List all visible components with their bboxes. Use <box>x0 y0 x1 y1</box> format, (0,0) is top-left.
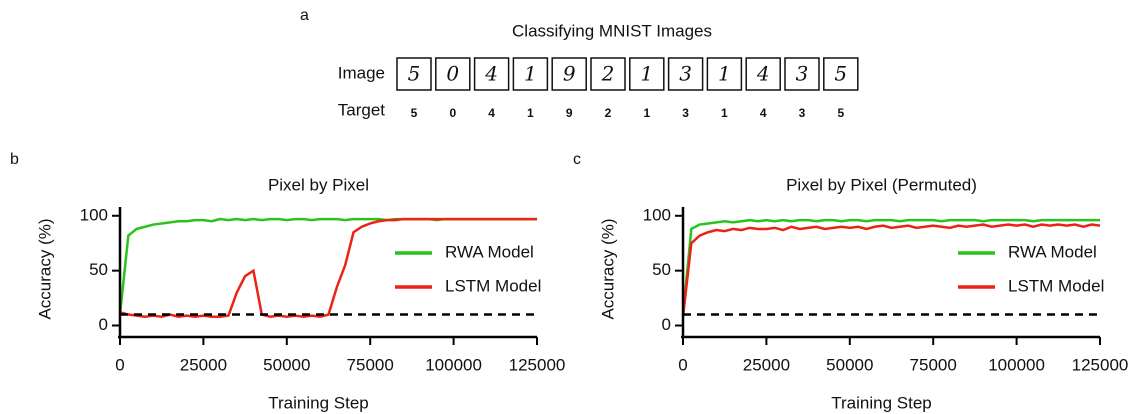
image-box <box>435 57 471 91</box>
legend-label: LSTM Model <box>1008 276 1104 295</box>
series-line <box>119 217 537 319</box>
legend-label: RWA Model <box>1008 242 1097 261</box>
image-box <box>396 57 432 91</box>
target-label: 1 <box>643 106 650 120</box>
y-axis-label: Accuracy (%) <box>598 218 617 319</box>
target-label: 0 <box>449 106 456 120</box>
x-tick-label: 125000 <box>1072 355 1129 374</box>
image-box <box>551 57 587 91</box>
digit-image: 3 <box>796 62 809 86</box>
x-tick-label: 25000 <box>743 355 790 374</box>
image-box <box>823 57 859 91</box>
row-label: Image <box>338 63 385 82</box>
y-axis-label: Accuracy (%) <box>35 218 54 319</box>
digit-image: 5 <box>408 62 421 86</box>
image-box <box>667 57 704 91</box>
x-tick-label: 0 <box>115 355 124 374</box>
digit-image: 1 <box>640 62 653 86</box>
panel-label: a <box>300 7 309 24</box>
target-label: 5 <box>837 106 844 120</box>
target-label: 9 <box>566 106 573 120</box>
digit-image: 2 <box>601 62 615 86</box>
target-label: 1 <box>721 106 728 120</box>
target-label: 2 <box>605 106 612 120</box>
y-tick-label: 0 <box>662 315 671 334</box>
target-label: 3 <box>682 106 689 120</box>
x-tick-label: 0 <box>678 355 687 374</box>
digit-image: 9 <box>563 62 576 86</box>
y-tick-label: 100 <box>643 205 671 224</box>
x-axis-label: Training Step <box>268 393 368 412</box>
x-tick-label: 75000 <box>910 355 957 374</box>
digit-image: 3 <box>679 62 692 86</box>
image-box <box>512 57 549 91</box>
x-tick-label: 50000 <box>826 355 873 374</box>
x-tick-label: 100000 <box>425 355 482 374</box>
digit-image: 4 <box>484 62 498 86</box>
digit-image: 4 <box>756 62 770 86</box>
legend-label: LSTM Model <box>445 276 541 295</box>
series-line <box>681 218 1100 315</box>
panel-label: c <box>573 151 581 168</box>
image-box <box>745 57 781 91</box>
target-label: 4 <box>760 106 767 120</box>
x-axis-label: Training Step <box>831 393 931 412</box>
digit-image: 1 <box>524 62 537 86</box>
y-tick-label: 0 <box>99 315 108 334</box>
digit-image: 1 <box>718 62 731 86</box>
target-label: 3 <box>799 106 806 120</box>
image-box <box>473 57 510 91</box>
x-tick-label: 100000 <box>988 355 1045 374</box>
legend-label: RWA Model <box>445 242 534 261</box>
image-box <box>629 57 665 91</box>
digit-image: 5 <box>834 62 847 86</box>
y-tick-label: 50 <box>89 260 108 279</box>
image-box <box>784 57 820 91</box>
image-box <box>590 57 626 91</box>
chart-title: Pixel by Pixel (Permuted) <box>786 175 977 194</box>
row-label: Target <box>338 100 386 119</box>
image-box <box>706 57 743 91</box>
series-line <box>681 223 1101 317</box>
x-tick-label: 125000 <box>509 355 566 374</box>
target-label: 1 <box>527 106 534 120</box>
digit-image: 0 <box>446 62 459 86</box>
y-tick-label: 100 <box>80 205 108 224</box>
chart-title: Pixel by Pixel <box>268 175 369 194</box>
target-label: 5 <box>411 106 418 120</box>
x-tick-label: 25000 <box>180 355 227 374</box>
target-label: 4 <box>488 106 495 120</box>
x-tick-label: 75000 <box>347 355 394 374</box>
x-tick-label: 50000 <box>263 355 310 374</box>
panel-title: Classifying MNIST Images <box>512 21 712 40</box>
y-tick-label: 50 <box>652 260 671 279</box>
series-line <box>118 217 537 315</box>
panel-label: b <box>10 151 19 168</box>
